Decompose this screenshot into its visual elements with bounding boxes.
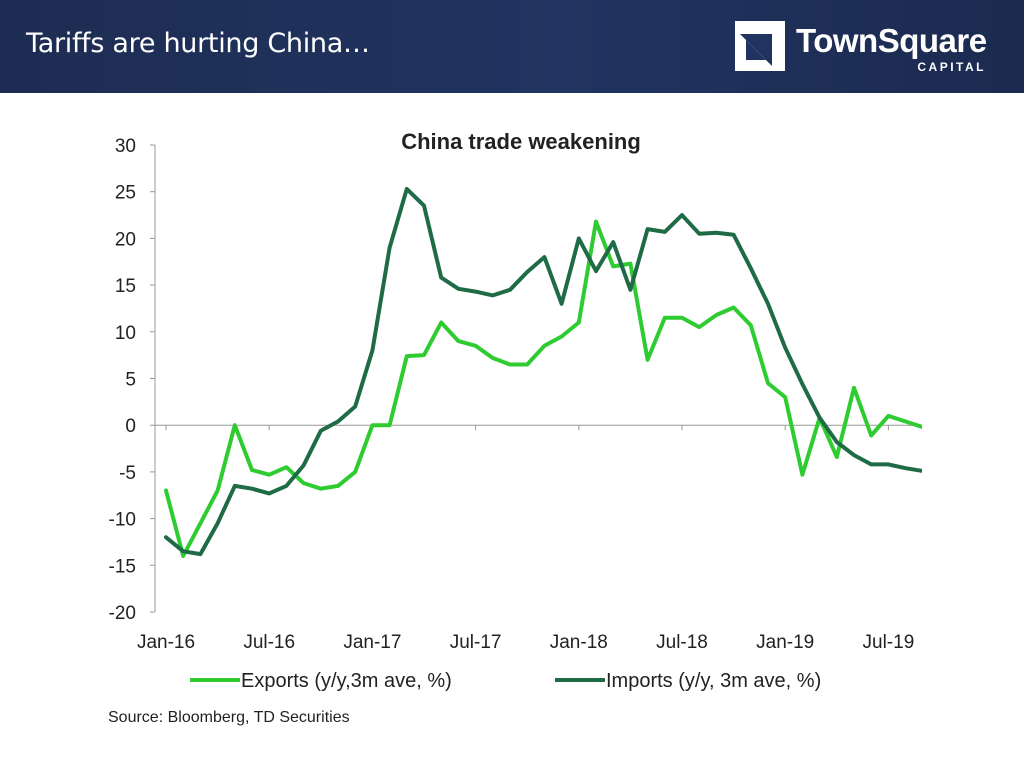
legend-label-imports: Imports (y/y, 3m ave, %) — [606, 670, 821, 692]
x-tick-label: Jul-19 — [863, 632, 915, 653]
y-tick-label: 0 — [125, 416, 136, 437]
x-tick-label: Jan-17 — [343, 632, 401, 653]
y-tick-label: 10 — [115, 323, 136, 344]
x-tick-label: Jan-18 — [550, 632, 608, 653]
y-tick-label: -10 — [109, 510, 136, 531]
exports-line — [164, 219, 922, 558]
x-tick-label: Jul-17 — [450, 632, 502, 653]
y-tick-label: -5 — [119, 463, 136, 484]
y-tick-label: 20 — [115, 229, 136, 250]
y-tick-label: 25 — [115, 183, 136, 204]
y-tick-label: 5 — [125, 370, 136, 391]
brand-name: TownSquare — [796, 22, 987, 59]
townsquare-logo-icon — [735, 21, 785, 71]
x-tick-label: Jul-18 — [656, 632, 708, 653]
y-tick-label: -15 — [109, 556, 136, 577]
slide-header: Tariffs are hurting China… TownSquare CA… — [0, 0, 1024, 93]
legend-label-exports: Exports (y/y,3m ave, %) — [241, 670, 452, 692]
x-tick-label: Jul-16 — [243, 632, 295, 653]
x-tick-label: Jan-19 — [756, 632, 814, 653]
line-chart: China trade weakening 30 25 20 15 10 5 0 -5 -10 -1… — [108, 129, 922, 726]
chart-source: Source: Bloomberg, TD Securities — [108, 709, 350, 726]
chart-title: China trade weakening — [401, 129, 641, 154]
chart-panel: China trade weakening 30 25 20 15 10 5 0 -5 -10 -1… — [100, 112, 922, 728]
imports-line — [164, 186, 922, 557]
y-tick-label: -20 — [109, 603, 136, 624]
slide-title: Tariffs are hurting China… — [26, 28, 370, 59]
y-tick-label: 15 — [115, 276, 136, 297]
x-tick-label: Jan-16 — [137, 632, 195, 653]
brand-subtitle: CAPITAL — [917, 60, 986, 74]
brand-logo: TownSquare CAPITAL — [734, 20, 996, 74]
y-tick-label: 30 — [115, 136, 136, 157]
